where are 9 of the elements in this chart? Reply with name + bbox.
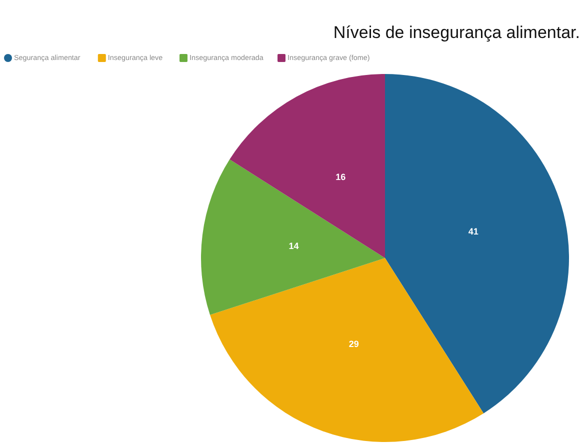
pie-slice (385, 74, 569, 414)
chart-title: Níveis de insegurança alimentar. (333, 23, 580, 42)
pie-slice (230, 74, 385, 258)
data-label: 41 (468, 226, 478, 237)
data-label: 16 (336, 172, 346, 182)
pie-slice (201, 159, 385, 315)
data-label: 29 (348, 338, 359, 349)
data-label: 14 (288, 240, 299, 251)
pie-slice (210, 258, 484, 442)
